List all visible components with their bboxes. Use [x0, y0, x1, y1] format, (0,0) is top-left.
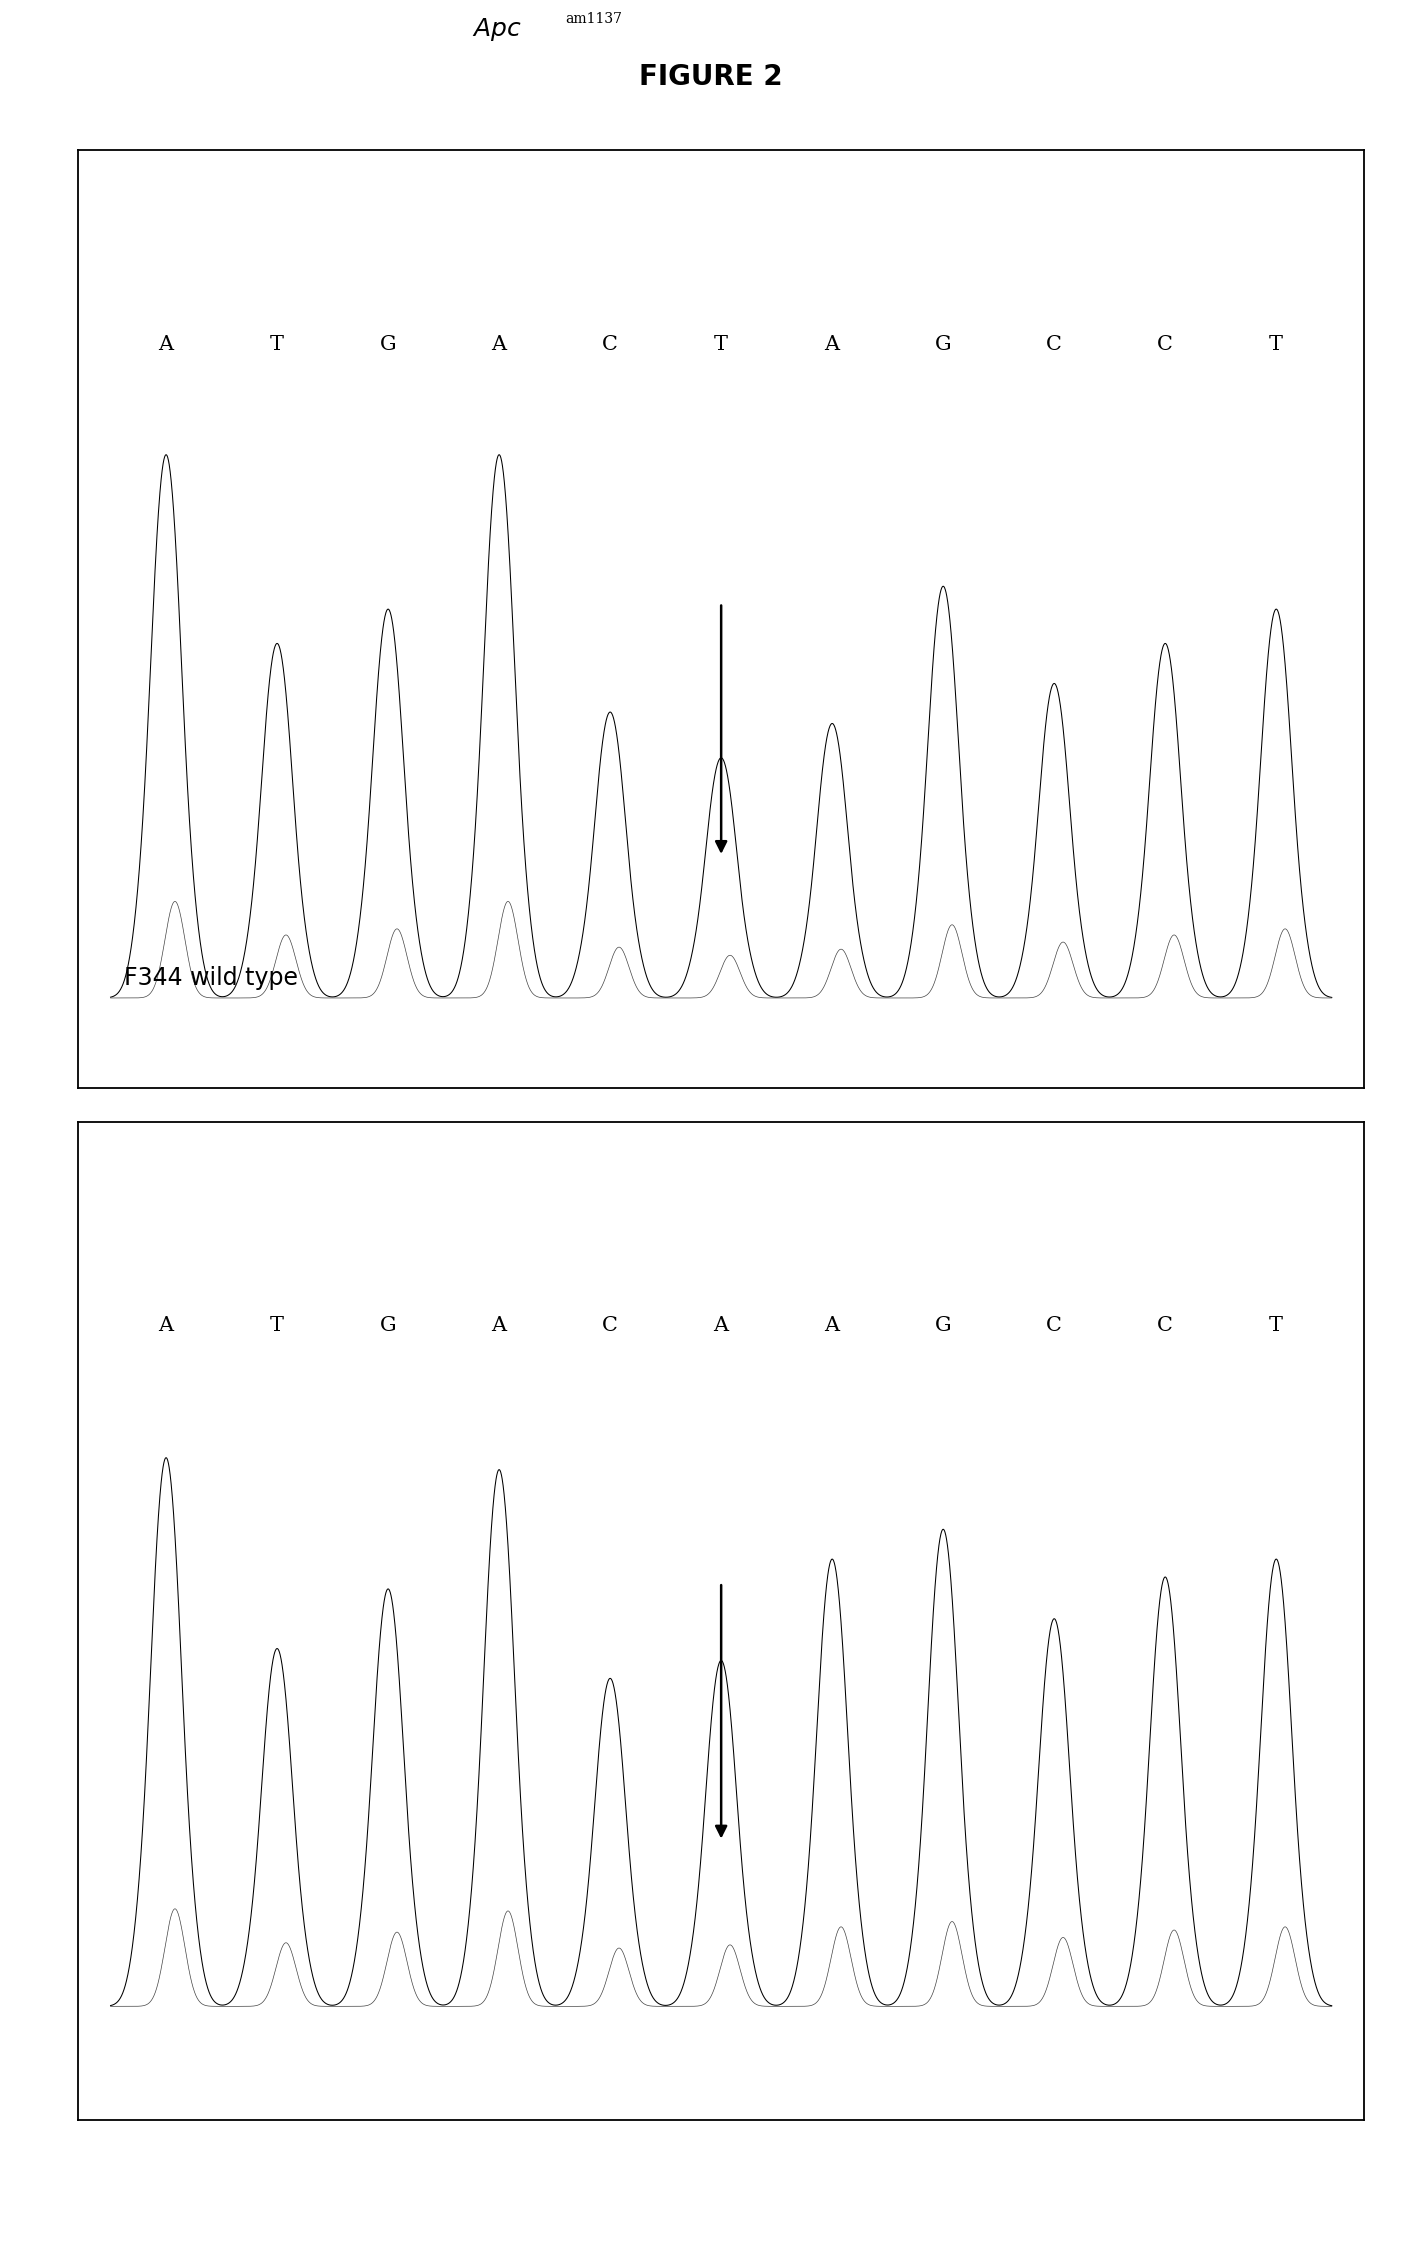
Text: G: G: [379, 334, 396, 354]
Text: C: C: [1046, 1317, 1061, 1335]
Text: A: A: [824, 1317, 840, 1335]
Text: T: T: [1269, 334, 1283, 354]
Text: T: T: [715, 334, 728, 354]
Text: C: C: [603, 1317, 618, 1335]
Text: A: A: [713, 1317, 729, 1335]
Text: A: A: [159, 334, 173, 354]
Text: T: T: [1269, 1317, 1283, 1335]
Text: A: A: [492, 334, 507, 354]
Text: C: C: [603, 334, 618, 354]
Text: C: C: [1157, 1317, 1174, 1335]
Text: C: C: [1046, 334, 1061, 354]
Text: G: G: [935, 334, 952, 354]
Text: am1137: am1137: [566, 11, 622, 25]
Text: G: G: [379, 1317, 396, 1335]
Text: T: T: [270, 334, 284, 354]
Text: A: A: [492, 1317, 507, 1335]
Text: FIGURE 2: FIGURE 2: [638, 63, 783, 90]
Text: $\mathit{Apc}$: $\mathit{Apc}$: [472, 16, 522, 43]
Text: F344 wild type: F344 wild type: [125, 964, 298, 989]
Text: A: A: [159, 1317, 173, 1335]
Text: A: A: [824, 334, 840, 354]
Text: C: C: [1157, 334, 1174, 354]
Text: T: T: [270, 1317, 284, 1335]
Text: G: G: [935, 1317, 952, 1335]
